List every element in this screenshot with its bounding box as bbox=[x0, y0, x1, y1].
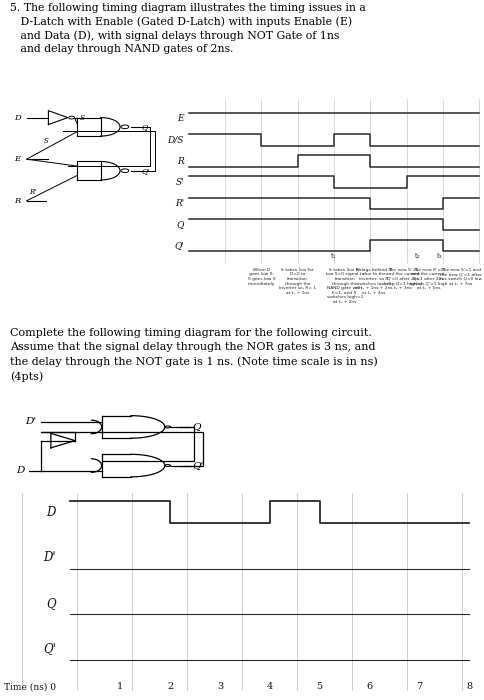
Text: 1: 1 bbox=[117, 682, 123, 692]
Text: 5: 5 bbox=[317, 682, 323, 692]
Text: When D
goes low 0,
S goes low 0
immediately: When D goes low 0, S goes low 0 immediat… bbox=[247, 267, 275, 286]
Text: R: R bbox=[15, 197, 21, 205]
Text: Q': Q' bbox=[43, 643, 56, 655]
Text: 6: 6 bbox=[366, 682, 373, 692]
Text: D/S: D/S bbox=[167, 136, 184, 144]
Text: It takes 2ns for
low S=0 signal to
transition
through the
NAND gate with
E=1, an: It takes 2ns for low S=0 signal to trans… bbox=[326, 267, 364, 304]
Text: D': D' bbox=[25, 417, 36, 426]
Text: The new R'=0
and the current
Q=1 after 2ns
switch Q'=1 high
at t₁ + 5ns: The new R'=0 and the current Q=1 after 2… bbox=[409, 267, 447, 290]
Text: D: D bbox=[16, 466, 24, 475]
Text: It takes 1ns for
D=0 to
transition
through the
Inverter so, R= 1
at t₁ + 1ns: It takes 1ns for D=0 to transition throu… bbox=[279, 267, 316, 295]
Text: Q: Q bbox=[142, 122, 148, 131]
Text: 8: 8 bbox=[467, 682, 472, 692]
Text: E: E bbox=[15, 155, 21, 163]
Text: The new S'=1 and
the new Q'=1 after
2ns switch Q=0 low
at t₁ + 7ns: The new S'=1 and the new Q'=1 after 2ns … bbox=[439, 267, 483, 286]
Text: Q: Q bbox=[177, 220, 184, 229]
Text: Time (ns) 0: Time (ns) 0 bbox=[4, 682, 56, 692]
Text: 3: 3 bbox=[217, 682, 223, 692]
Text: Q': Q' bbox=[174, 241, 184, 250]
Text: S: S bbox=[80, 113, 85, 122]
Text: R': R' bbox=[29, 188, 36, 195]
Text: Q': Q' bbox=[142, 167, 150, 175]
Text: t₂: t₂ bbox=[415, 253, 420, 258]
Text: Complete the following timing diagram for the following circuit.
Assume that the: Complete the following timing diagram fo… bbox=[10, 328, 378, 382]
Text: Q: Q bbox=[192, 422, 201, 431]
Text: R: R bbox=[177, 157, 184, 166]
Text: S: S bbox=[44, 136, 48, 145]
Text: S': S' bbox=[175, 178, 184, 187]
Text: 2: 2 bbox=[167, 682, 173, 692]
Text: Q: Q bbox=[46, 597, 56, 610]
Text: D: D bbox=[46, 506, 56, 519]
Text: t₁: t₁ bbox=[331, 253, 337, 258]
Text: 5. The following timing diagram illustrates the timing issues in a
   D-Latch wi: 5. The following timing diagram illustra… bbox=[10, 3, 365, 54]
Text: D': D' bbox=[43, 552, 56, 564]
Text: t₃: t₃ bbox=[437, 253, 442, 258]
Text: D: D bbox=[15, 113, 21, 122]
Text: The new S'=1
and the current
Q'=0 after 2ns
keep Q=1 high at
t₁ + 3ns: The new S'=1 and the current Q'=0 after … bbox=[384, 267, 422, 290]
Text: R': R' bbox=[175, 199, 184, 208]
Text: E: E bbox=[177, 114, 184, 123]
Text: Q': Q' bbox=[192, 461, 204, 470]
Text: 7: 7 bbox=[416, 682, 423, 692]
Text: R' lags behind S'
due to the
inverter, so R'
switches low=0
at t₁ + 1ns + 2ns
or: R' lags behind S' due to the inverter, s… bbox=[355, 267, 393, 295]
Text: 4: 4 bbox=[267, 682, 273, 692]
